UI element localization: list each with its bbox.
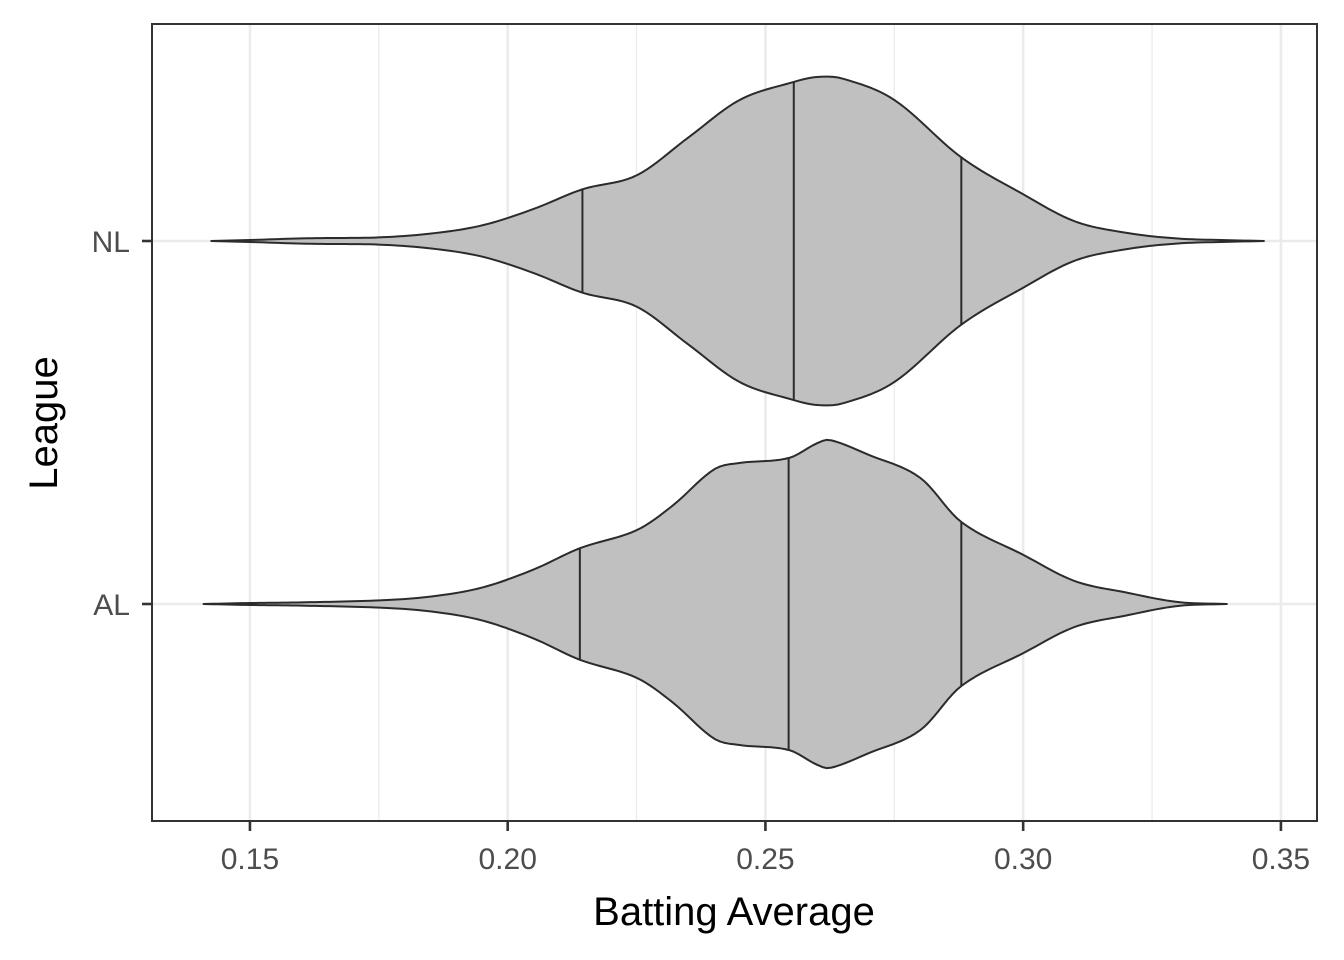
x-tick-label: 0.20 bbox=[478, 843, 536, 876]
violins bbox=[202, 75, 1265, 770]
y-tick-label-nl: NL bbox=[92, 226, 130, 259]
x-axis-ticks: 0.15 0.20 0.25 0.30 0.35 bbox=[221, 821, 1310, 876]
violin-al bbox=[202, 438, 1228, 770]
x-tick-label: 0.35 bbox=[1252, 843, 1310, 876]
y-tick-label-al: AL bbox=[93, 589, 130, 622]
x-tick-label: 0.30 bbox=[994, 843, 1052, 876]
y-axis-title: League bbox=[22, 356, 66, 489]
panel-border bbox=[151, 23, 1318, 822]
x-axis-title: Batting Average bbox=[593, 890, 875, 934]
y-axis-ticks: NL AL bbox=[92, 226, 152, 622]
x-tick-label: 0.25 bbox=[736, 843, 794, 876]
x-tick-label: 0.15 bbox=[221, 843, 279, 876]
violin-nl bbox=[210, 75, 1265, 407]
